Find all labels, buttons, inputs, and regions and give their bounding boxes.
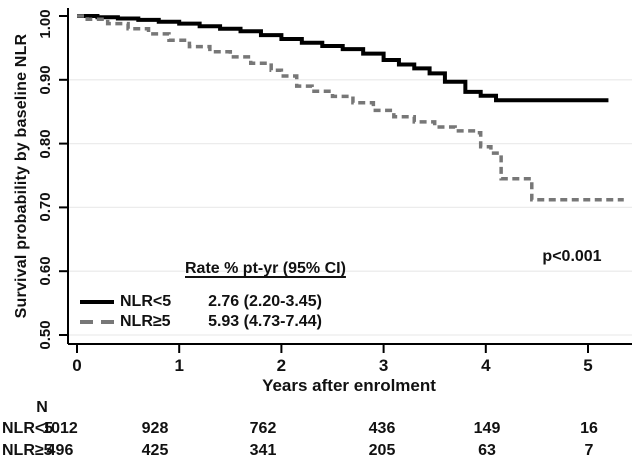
x-tick-label: 1: [174, 356, 184, 375]
legend-line-sample-dashed: [80, 320, 114, 324]
risk-count: 16: [580, 420, 598, 437]
risk-count: 436: [368, 420, 396, 437]
risk-count: 341: [249, 442, 277, 459]
y-tick-label: 0.60: [37, 256, 54, 286]
risk-count: 149: [473, 420, 501, 437]
risk-table-header-n: N: [36, 399, 48, 416]
legend-rate-nlr-ge5: 5.93 (4.73-7.44): [208, 313, 322, 330]
legend-line-sample-solid: [80, 300, 114, 304]
risk-count: 928: [141, 420, 169, 437]
legend-rate-nlr-lt5: 2.76 (2.20-3.45): [208, 293, 322, 310]
y-tick-label: 1.00: [37, 9, 54, 39]
y-tick-label: 0.70: [37, 192, 54, 222]
y-tick-label: 0.90: [37, 65, 54, 95]
risk-row-label-nlr-lt5: NLR<5: [2, 420, 54, 437]
risk-count: 496: [46, 442, 74, 459]
x-tick-label: 0: [72, 356, 82, 375]
risk-count: 1012: [42, 420, 78, 437]
legend-label-nlr-lt5: NLR<5: [120, 293, 172, 310]
legend-label-nlr-ge5: NLR≥5: [120, 313, 171, 330]
risk-count: 7: [584, 442, 594, 459]
y-axis-title: Survival probability by baseline NLR: [13, 33, 30, 319]
y-tick-label: 0.80: [37, 129, 54, 159]
x-axis-title: Years after enrolment: [262, 376, 436, 395]
series-solid: [77, 14, 609, 103]
risk-count: 425: [141, 442, 169, 459]
x-tick-label: 2: [276, 356, 287, 375]
x-tick-label: 3: [378, 356, 389, 375]
y-tick-label: 0.50: [37, 320, 54, 350]
risk-count: 762: [249, 420, 277, 437]
series-dashed: [77, 14, 624, 202]
risk-row-label-nlr-ge5: NLR≥5: [2, 442, 53, 459]
x-tick-label: 5: [583, 356, 593, 375]
legend-heading: Rate % pt-yr (95% CI): [185, 260, 346, 277]
x-tick-label: 4: [481, 356, 491, 375]
risk-count: 63: [478, 442, 496, 459]
risk-count: 205: [368, 442, 396, 459]
p-value-annotation: p<0.001: [542, 248, 602, 265]
